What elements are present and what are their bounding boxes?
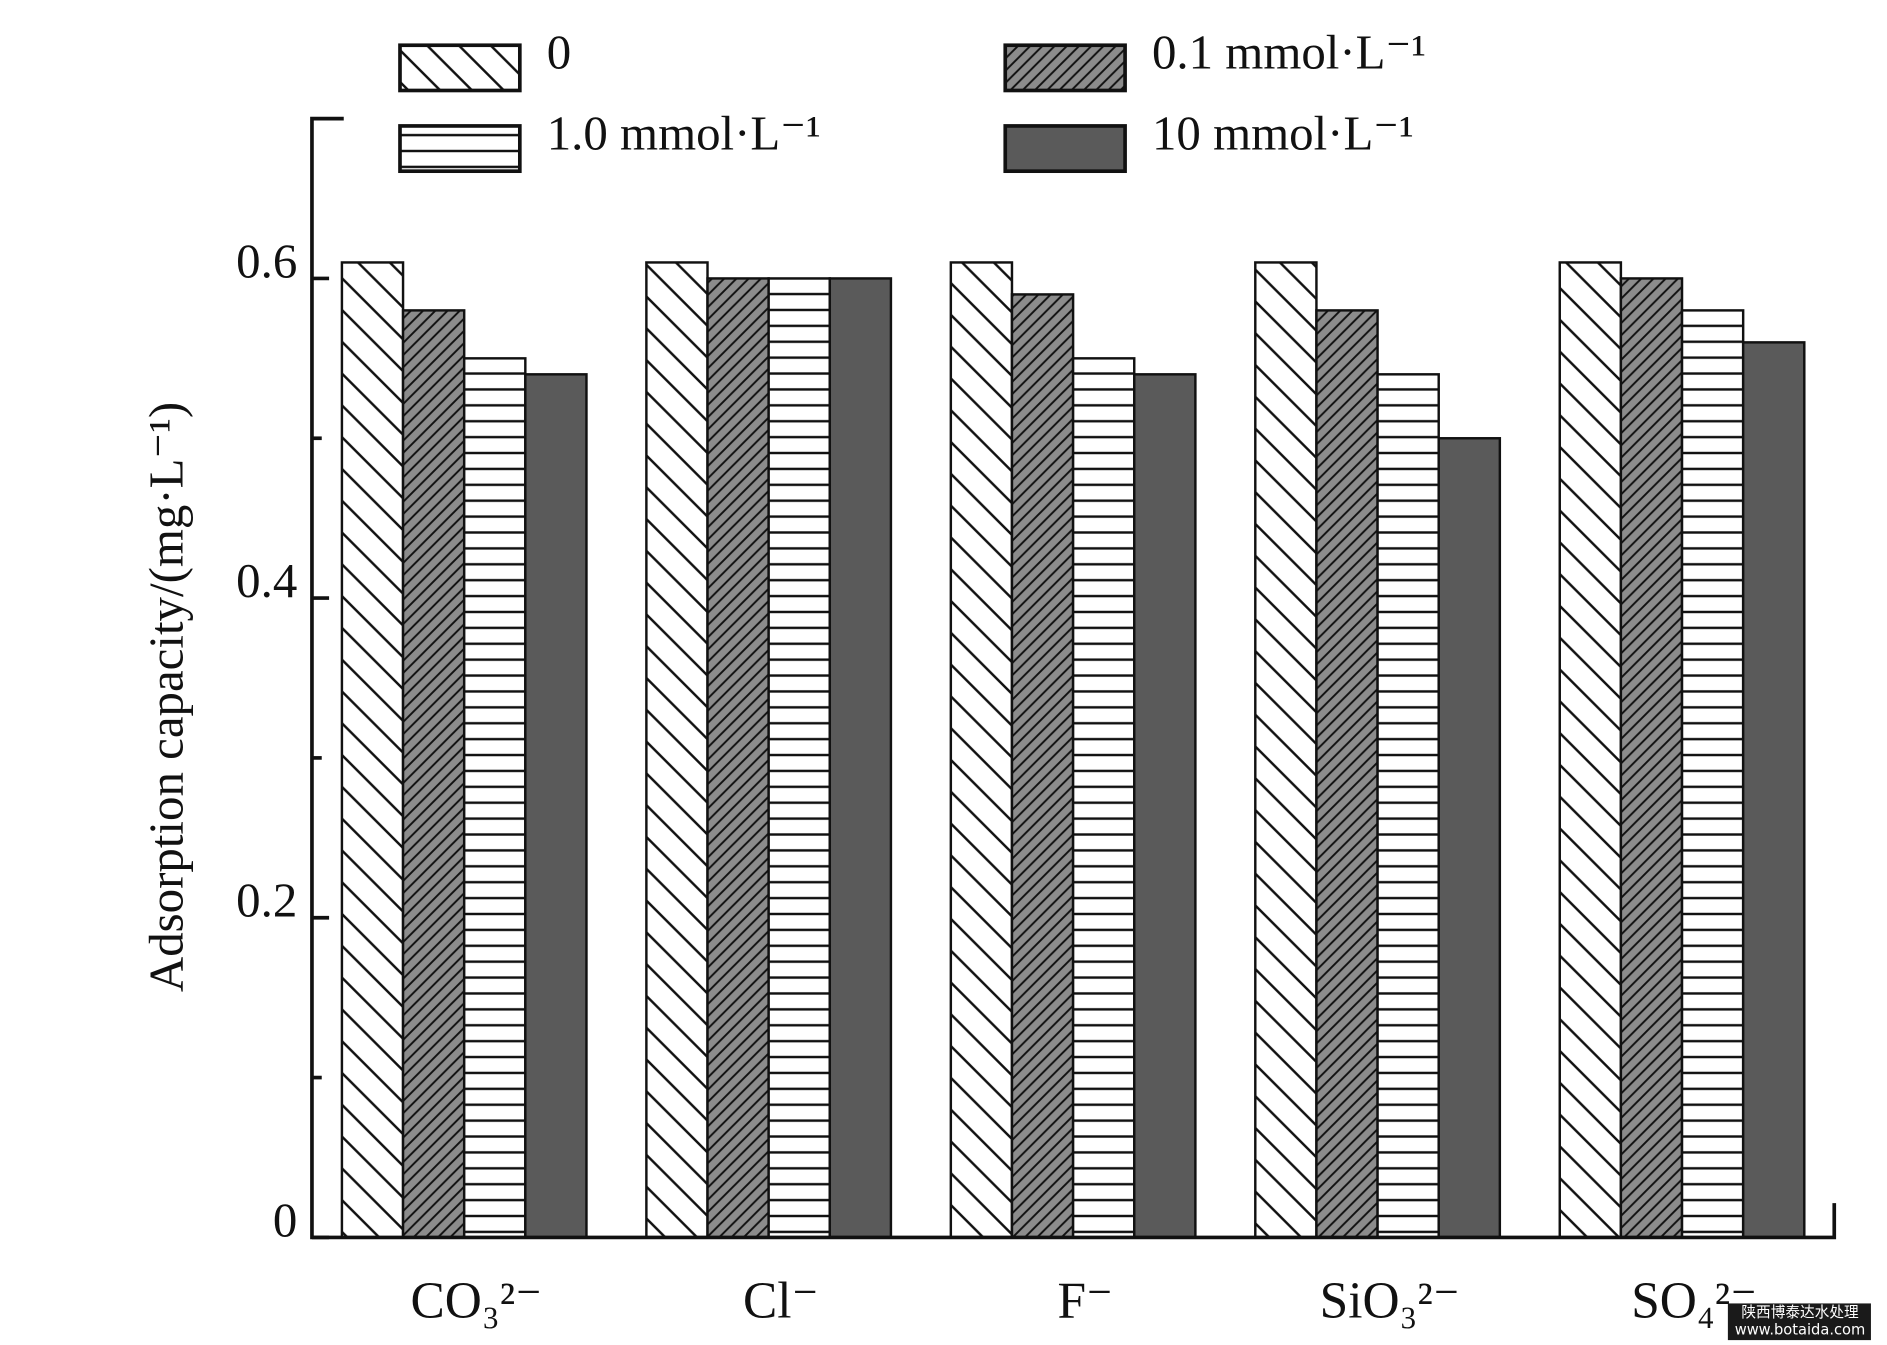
bar xyxy=(1315,309,1379,1239)
bar xyxy=(1437,437,1502,1239)
watermark-box xyxy=(1727,1303,1871,1341)
legend-swatch xyxy=(398,124,522,174)
legend-label: 10 mmol·L⁻¹ xyxy=(1152,105,1414,160)
bar xyxy=(706,277,770,1239)
y-tick-label: 0 xyxy=(273,1192,297,1247)
legend-label: 0 xyxy=(547,25,571,80)
legend-swatch xyxy=(1003,43,1127,93)
legend-label: 0.1 mmol·L⁻¹ xyxy=(1152,25,1426,80)
bar xyxy=(462,357,527,1239)
x-tick-label: F⁻ xyxy=(1058,1273,1114,1330)
legend-swatch xyxy=(398,43,522,93)
bar xyxy=(1010,293,1075,1239)
bar xyxy=(401,309,466,1239)
bar xyxy=(524,373,588,1239)
legend-swatch xyxy=(1003,124,1127,174)
y-axis-label: Adsorption capacity/(mg·L⁻¹) xyxy=(139,402,194,992)
x-tick-label: SiO₃²⁻ xyxy=(1320,1273,1460,1330)
bar xyxy=(1619,277,1684,1239)
bar xyxy=(340,261,405,1239)
bar xyxy=(1133,373,1197,1239)
bar xyxy=(767,277,832,1239)
bar xyxy=(1558,261,1623,1239)
bar xyxy=(1254,261,1318,1239)
bar xyxy=(645,261,709,1239)
y-tick-label: 0.4 xyxy=(236,553,297,608)
x-tick-label: Cl⁻ xyxy=(743,1273,819,1330)
bar xyxy=(1071,357,1136,1239)
watermark-text: www.botaida.com xyxy=(1735,1321,1866,1338)
y-tick-label: 0.6 xyxy=(236,233,297,288)
bar xyxy=(1376,373,1440,1239)
bar xyxy=(1680,309,1745,1239)
bar xyxy=(828,277,893,1239)
legend-label: 1.0 mmol·L⁻¹ xyxy=(547,105,821,160)
x-tick-label: CO₃²⁻ xyxy=(411,1273,543,1330)
y-tick-label: 0.2 xyxy=(236,873,297,928)
bar xyxy=(949,261,1014,1239)
bar xyxy=(1741,341,1806,1239)
watermark-text: 陕西博泰达水处理 xyxy=(1741,1304,1859,1321)
